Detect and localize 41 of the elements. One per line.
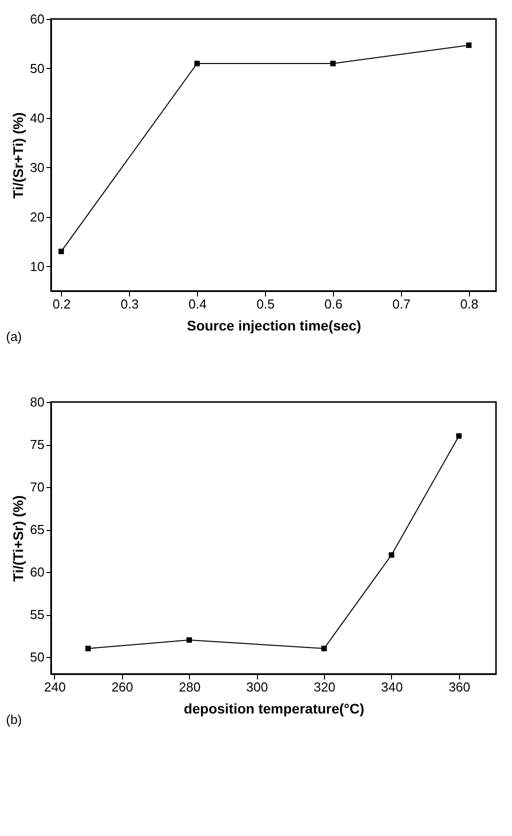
point [321,646,327,652]
x-axis-title: deposition temperature(°C) [184,700,364,716]
x-tick-label: 260 [111,680,134,694]
x-tick-label: 360 [448,680,470,694]
y-axis-title: Ti/(Sr+Ti) (%) [10,112,26,199]
text: (b) [6,712,22,727]
y-tick-label: 40 [30,110,44,126]
point [85,646,91,652]
point [456,433,462,439]
y-tick-label: 60 [30,12,44,26]
y-tick-label: 50 [30,650,44,664]
x-tick-label: 320 [314,680,336,694]
point [194,60,200,66]
y-tick-label: 80 [30,394,44,410]
x-tick-label: 0.4 [188,296,207,312]
y-tick-label: 30 [30,160,44,175]
x-tick-label: 0.6 [324,296,342,312]
y-tick-label: 75 [30,437,44,452]
x-tick-label: 280 [178,680,201,694]
point [186,637,192,643]
text: (a) [6,329,22,344]
y-tick-label: 10 [30,258,44,274]
y-tick-label: 20 [30,209,44,224]
x-tick-label: 0.3 [120,296,139,312]
point [466,42,472,48]
x-tick-label: 0.7 [392,296,410,312]
x-tick-label: 0.8 [460,296,478,312]
x-tick-label: 0.5 [256,296,275,312]
y-tick-label: 55 [30,607,44,622]
point [330,60,336,66]
y-tick-label: 70 [30,480,44,494]
x-tick-label: 240 [44,680,66,694]
y-tick-label: 50 [30,60,44,76]
x-tick-label: 340 [381,680,403,694]
point [58,248,64,254]
x-tick-label: 0.2 [52,296,71,312]
y-tick-label: 65 [30,522,44,537]
x-axis-title: Source injection time(sec) [186,318,362,334]
x-tick-label: 300 [246,680,268,694]
y-axis-title: Ti/(Ti+Sr) (%) [10,495,26,582]
y-tick-label: 60 [30,564,44,580]
